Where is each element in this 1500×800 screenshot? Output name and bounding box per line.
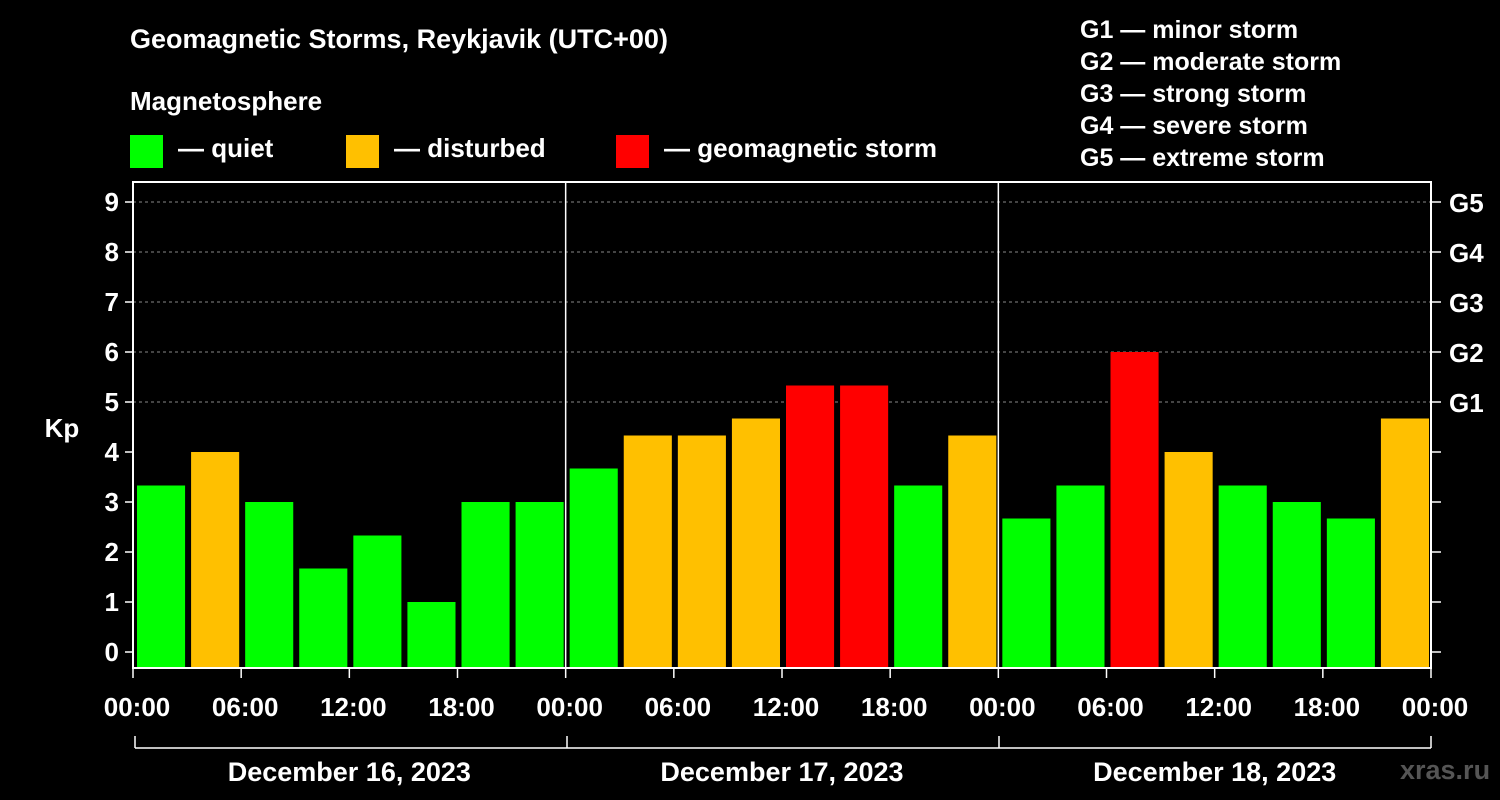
y-tick-label: 8 <box>105 237 119 267</box>
kp-bar <box>677 435 726 668</box>
storm-level-label: G5 <box>1449 188 1484 218</box>
day-label: December 16, 2023 <box>228 757 471 787</box>
y-axis-label: Kp <box>45 413 80 443</box>
kp-bar <box>1326 518 1375 668</box>
kp-bar <box>948 435 997 668</box>
watermark: xras.ru <box>1400 755 1491 785</box>
kp-bar <box>461 502 510 668</box>
y-tick-label: 4 <box>105 437 120 467</box>
storm-scale-g4: G4 — severe storm <box>1080 112 1308 140</box>
kp-bar <box>1380 418 1429 668</box>
storm-scale-g1: G1 — minor storm <box>1080 16 1299 44</box>
storm-level-label: G2 <box>1449 338 1484 368</box>
kp-bar <box>1056 485 1105 668</box>
kp-bar <box>137 485 186 668</box>
x-tick-label: 06:00 <box>212 692 279 722</box>
kp-bar <box>191 452 240 668</box>
y-tick-label: 1 <box>105 587 119 617</box>
x-tick-label: 00:00 <box>536 692 603 722</box>
x-tick-label: 06:00 <box>645 692 712 722</box>
kp-bar <box>894 485 943 668</box>
x-tick-label: 06:00 <box>1077 692 1144 722</box>
kp-bar <box>1002 518 1051 668</box>
x-tick-label: 18:00 <box>428 692 495 722</box>
kp-bar <box>623 435 672 668</box>
kp-bar <box>1218 485 1267 668</box>
kp-bar <box>786 385 835 668</box>
y-tick-label: 9 <box>105 187 119 217</box>
x-tick-label: 12:00 <box>1185 692 1252 722</box>
kp-bar <box>1272 502 1321 668</box>
legend-swatch-disturbed <box>346 135 379 168</box>
storm-scale-g5: G5 — extreme storm <box>1080 144 1325 172</box>
y-tick-label: 5 <box>105 387 119 417</box>
legend-swatch-storm <box>616 135 649 168</box>
legend-swatch-quiet <box>130 135 163 168</box>
storm-scale-g3: G3 — strong storm <box>1080 80 1307 108</box>
x-tick-label: 12:00 <box>320 692 387 722</box>
day-label: December 17, 2023 <box>660 757 903 787</box>
storm-level-label: G3 <box>1449 288 1484 318</box>
legend-heading: Magnetosphere <box>130 86 323 116</box>
y-tick-label: 2 <box>105 537 119 567</box>
x-tick-label: 00:00 <box>104 692 171 722</box>
x-tick-label: 18:00 <box>861 692 928 722</box>
storm-level-label: G4 <box>1449 238 1484 268</box>
kp-bar <box>299 568 348 668</box>
chart-title: Geomagnetic Storms, Reykjavik (UTC+00) <box>130 24 668 54</box>
legend-label-quiet: — quiet <box>178 133 274 163</box>
kp-bar <box>515 502 564 668</box>
y-tick-label: 7 <box>105 287 119 317</box>
storm-level-label: G1 <box>1449 388 1484 418</box>
kp-bar <box>1164 452 1213 668</box>
storm-scale-g2: G2 — moderate storm <box>1080 48 1342 76</box>
kp-bar <box>569 468 618 668</box>
x-tick-label: 18:00 <box>1294 692 1361 722</box>
legend-label-disturbed: — disturbed <box>394 133 546 163</box>
kp-bar <box>731 418 780 668</box>
x-tick-label: 12:00 <box>753 692 820 722</box>
y-tick-label: 3 <box>105 487 119 517</box>
kp-bar <box>245 502 294 668</box>
kp-bar <box>1110 352 1159 668</box>
x-tick-label: 00:00 <box>1402 692 1469 722</box>
kp-bar <box>407 602 456 668</box>
legend-label-storm: — geomagnetic storm <box>664 133 938 163</box>
x-tick-label: 00:00 <box>969 692 1036 722</box>
kp-bar <box>353 535 402 668</box>
day-label: December 18, 2023 <box>1093 757 1336 787</box>
y-tick-label: 6 <box>105 337 119 367</box>
y-tick-label: 0 <box>105 637 119 667</box>
kp-bar <box>840 385 889 668</box>
